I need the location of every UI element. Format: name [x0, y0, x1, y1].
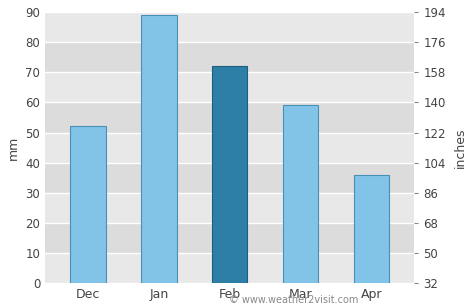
Bar: [141, 15, 176, 283]
Bar: [45, 163, 414, 193]
Y-axis label: inches: inches: [454, 127, 467, 168]
Bar: [45, 42, 414, 72]
Text: © www.weather2visit.com: © www.weather2visit.com: [229, 295, 358, 305]
Y-axis label: mm: mm: [7, 136, 20, 160]
Bar: [212, 66, 247, 283]
Bar: [354, 175, 389, 283]
Bar: [45, 132, 414, 163]
Bar: [45, 12, 414, 42]
Bar: [45, 223, 414, 253]
Bar: [70, 127, 106, 283]
Bar: [45, 102, 414, 132]
Bar: [45, 193, 414, 223]
Bar: [45, 72, 414, 102]
Bar: [45, 253, 414, 283]
Bar: [283, 105, 319, 283]
